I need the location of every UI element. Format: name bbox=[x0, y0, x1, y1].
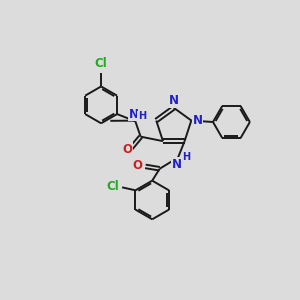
Text: H: H bbox=[138, 112, 146, 122]
Text: H: H bbox=[182, 152, 190, 163]
Text: O: O bbox=[123, 143, 133, 156]
Text: N: N bbox=[193, 114, 203, 127]
Text: O: O bbox=[132, 159, 142, 172]
Text: N: N bbox=[172, 158, 182, 171]
Text: Cl: Cl bbox=[95, 57, 107, 70]
Text: N: N bbox=[169, 94, 179, 107]
Text: N: N bbox=[129, 108, 139, 121]
Text: Cl: Cl bbox=[106, 180, 119, 193]
